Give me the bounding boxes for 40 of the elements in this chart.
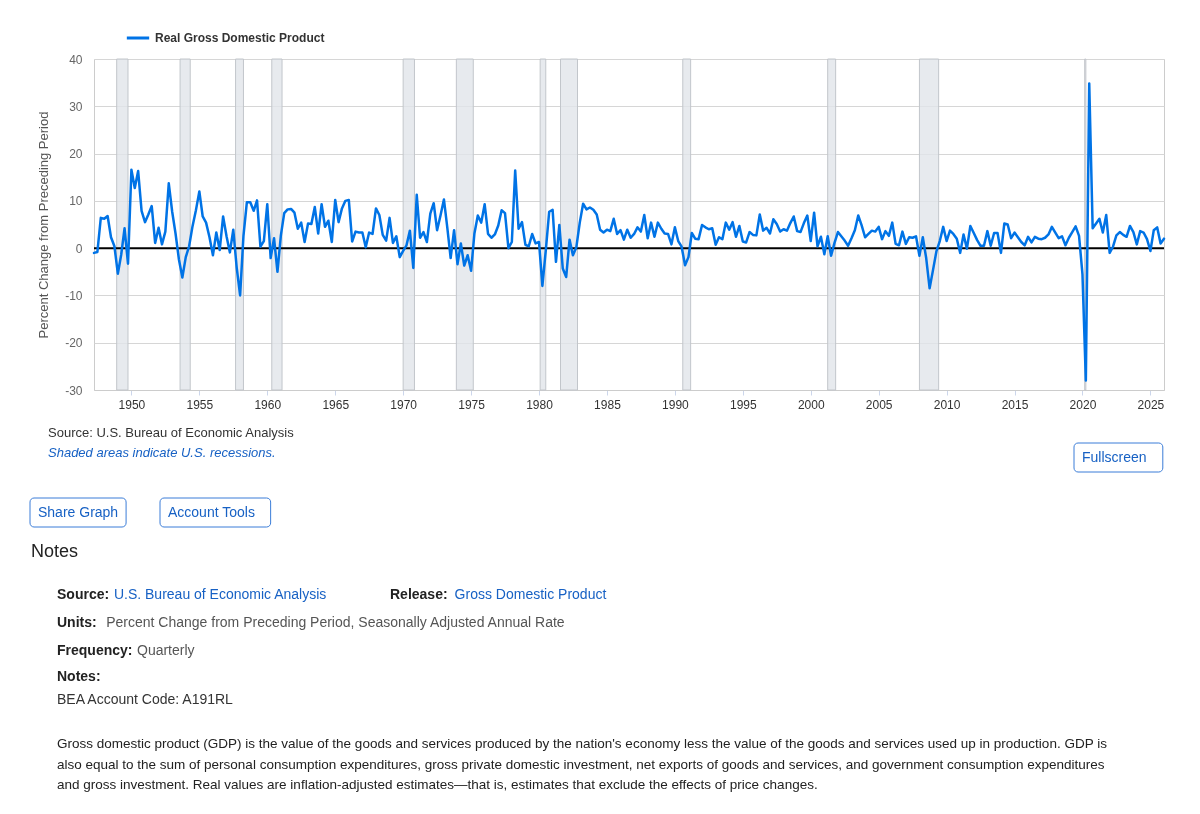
legend-label: Real Gross Domestic Product [155,31,325,45]
text: Notes [31,541,79,561]
x-tick-label: 1985 [594,397,622,412]
text: Shaded areas indicate U.S. recessions. [48,445,276,460]
line-series [92,82,1166,382]
y-tick-label: 20 [69,147,83,162]
x-tick-label: 1955 [186,397,214,412]
source-note: Source: U.S. Bureau of Economic Analysis [48,425,295,440]
x-tick-label: 2015 [1001,397,1029,412]
text: Frequency: Quarterly [57,642,195,658]
y-tick-label: -20 [65,336,83,351]
y-tick-label: -30 [65,383,83,398]
x-tick-label: 1970 [390,397,418,412]
x-tick-label: 2025 [1137,397,1165,412]
x-tick-label: 1960 [254,397,282,412]
x-tick-label: 2005 [865,397,893,412]
y-tick-label: -10 [65,288,83,303]
x-tick-label: 1950 [118,397,146,412]
x-tick-label: 1975 [458,397,486,412]
y-tick-label: 10 [69,194,83,209]
text: Fullscreen [1082,449,1147,465]
text: Release: Gross Domestic Product [390,586,607,602]
y-tick-label: 0 [75,241,83,256]
x-tick-label: 2000 [797,397,825,412]
text: Account Tools [168,504,255,520]
x-tick-label: 2020 [1069,397,1097,412]
y-axis-title: Percent Change from Preceding Period [36,111,52,339]
text: Units: Percent Change from Preceding Period, Seasonally Adjusted Annual Rate [57,614,565,630]
y-tick-label: 30 [69,99,83,114]
text: BEA Account Code: A191RL [57,691,234,707]
source-note: Source: U.S. Bureau of Economic Analysis [57,586,327,602]
x-tick-label: 1990 [662,397,690,412]
x-tick-label: 2010 [933,397,961,412]
y-tick-label: 40 [69,52,83,67]
text: Gross domestic product (GDP) is the value of the goods and services produced by the nation's economy less the value of the goods and services used up in production. GDP is also equal to the sum of personal consumption expenditures, gross private domestic investment, net exports of goods and services, and government consumption expenditures and gross investment. Real values are inflation-adjusted estimates—that is, estimates that exclude the effects of price changes. [57,736,1108,792]
x-tick-label: 1965 [322,397,350,412]
text: Notes: [57,668,101,684]
x-tick-label: 1995 [729,397,757,412]
text: Share Graph [38,504,119,520]
x-tick-label: 1980 [526,397,554,412]
